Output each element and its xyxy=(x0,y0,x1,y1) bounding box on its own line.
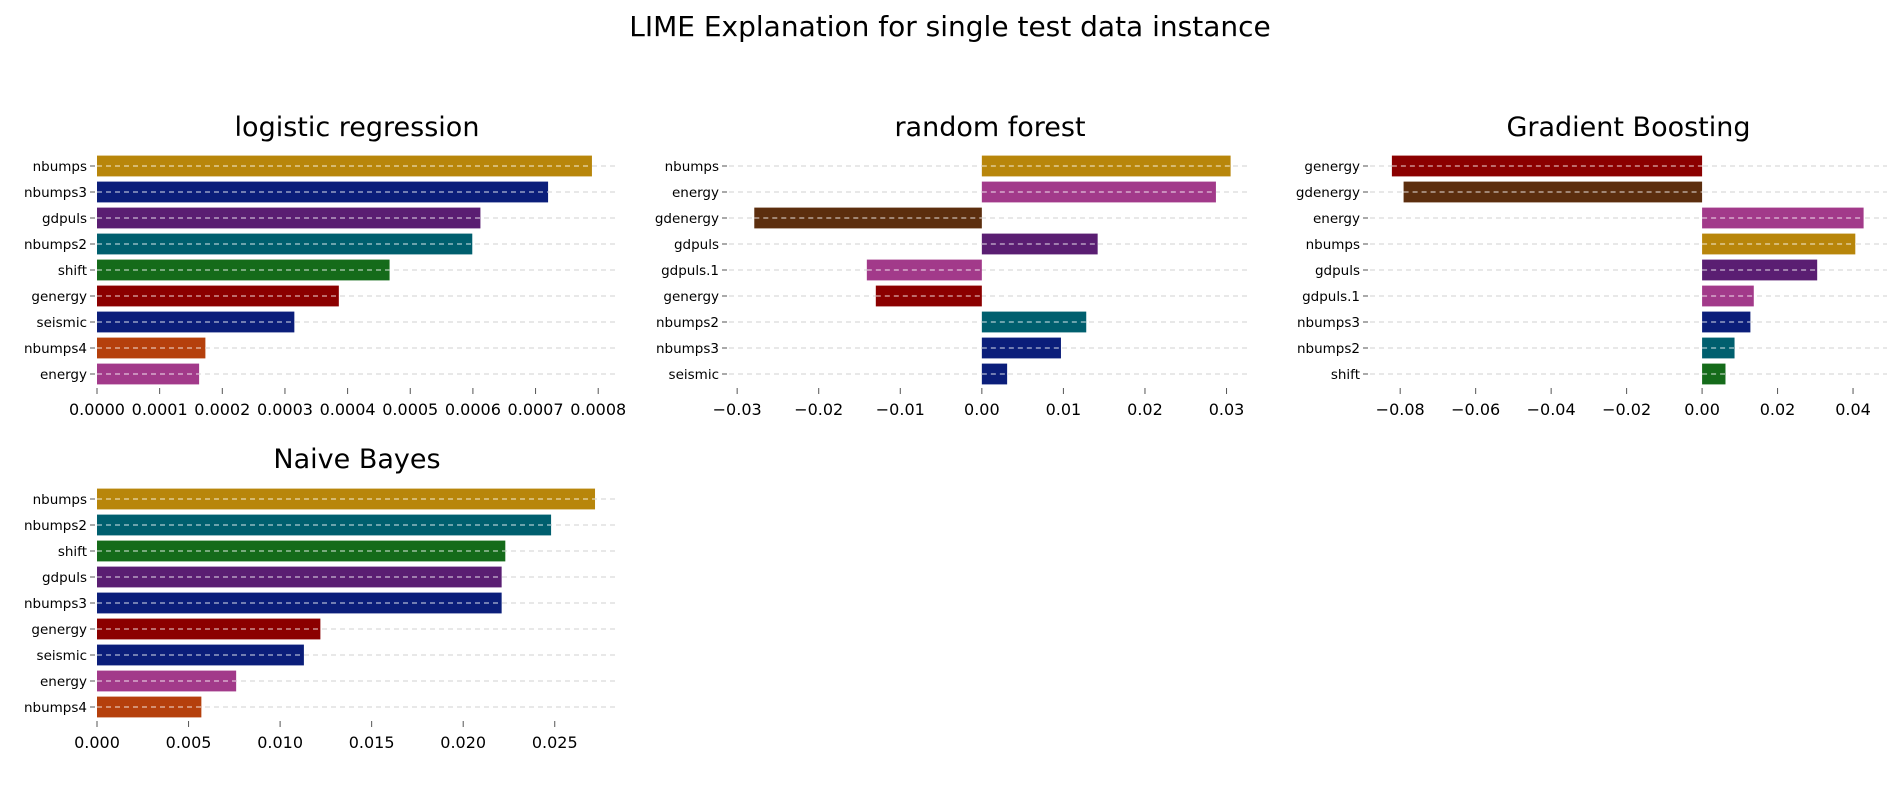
x-tick-label: 0.025 xyxy=(532,733,578,752)
bar xyxy=(97,696,202,718)
x-tick-label: −0.01 xyxy=(876,400,925,419)
bar xyxy=(754,207,982,229)
bar xyxy=(97,488,596,510)
y-tick-label: gdpuls xyxy=(674,237,719,253)
chart-panel-2: random forest nbumps energy gdenergy gdpuls g… xyxy=(655,112,1251,419)
x-tick-label: 0.01 xyxy=(1046,400,1082,419)
x-tick-label: 0.04 xyxy=(1835,400,1871,419)
bar xyxy=(981,155,1231,177)
y-tick-label: nbumps3 xyxy=(656,341,719,357)
x-tick-label: 0.0003 xyxy=(257,400,313,419)
x-tick-label: 0.0000 xyxy=(69,400,125,419)
bar xyxy=(97,540,506,562)
y-tick-label: nbumps xyxy=(33,492,87,508)
y-tick-label: shift xyxy=(1331,367,1360,383)
figure-title: LIME Explanation for single test data in… xyxy=(629,10,1271,43)
x-tick-label: 0.010 xyxy=(257,733,303,752)
chart-title: logistic regression xyxy=(235,112,480,143)
y-tick-label: shift xyxy=(58,544,87,560)
chart-panel-1: logistic regression nbumps nbumps3 gdpuls nb… xyxy=(24,112,626,419)
x-tick-label: −0.03 xyxy=(713,400,762,419)
y-tick-label: shift xyxy=(58,263,87,279)
x-tick-label: 0.0001 xyxy=(132,400,188,419)
x-tick-label: −0.04 xyxy=(1527,400,1576,419)
bar xyxy=(97,311,295,333)
bar xyxy=(1702,207,1864,229)
y-tick-label: genergy xyxy=(31,289,87,305)
x-tick-label: −0.02 xyxy=(1602,400,1651,419)
y-tick-label: nbumps4 xyxy=(24,700,87,716)
x-tick-label: 0.0004 xyxy=(320,400,376,419)
x-tick-label: −0.06 xyxy=(1451,400,1500,419)
y-tick-label: nbumps3 xyxy=(1297,315,1360,331)
chart-title: random forest xyxy=(894,112,1085,143)
x-tick-label: 0.0008 xyxy=(570,400,626,419)
bar xyxy=(1403,181,1703,203)
bar xyxy=(97,670,237,692)
y-tick-label: nbumps xyxy=(1306,237,1360,253)
bar xyxy=(97,363,200,385)
y-tick-label: nbumps4 xyxy=(24,341,87,357)
x-tick-label: 0.0006 xyxy=(445,400,501,419)
bar xyxy=(1702,285,1754,307)
chart-title: Gradient Boosting xyxy=(1506,112,1750,143)
y-tick-label: nbumps2 xyxy=(1297,341,1360,357)
y-tick-label: energy xyxy=(1313,211,1360,227)
y-tick-label: gdpuls xyxy=(42,211,87,227)
y-tick-label: gdenergy xyxy=(1296,185,1360,201)
x-tick-label: 0.0005 xyxy=(382,400,438,419)
y-tick-label: gdenergy xyxy=(655,211,719,227)
y-tick-label: gdpuls xyxy=(42,570,87,586)
bar xyxy=(981,311,1087,333)
y-tick-label: genergy xyxy=(31,622,87,638)
y-tick-label: energy xyxy=(40,674,87,690)
y-tick-label: gdpuls.1 xyxy=(661,263,719,279)
x-tick-label: −0.02 xyxy=(794,400,843,419)
chart-title: Naive Bayes xyxy=(273,444,440,475)
x-tick-label: 0.000 xyxy=(74,733,120,752)
bar xyxy=(1702,311,1751,333)
y-tick-label: gdpuls.1 xyxy=(1302,289,1360,305)
bar xyxy=(97,233,473,255)
x-tick-label: 0.02 xyxy=(1127,400,1163,419)
x-tick-label: 0.020 xyxy=(440,733,486,752)
y-tick-label: seismic xyxy=(37,315,87,331)
y-tick-label: genergy xyxy=(1304,159,1360,175)
y-tick-label: energy xyxy=(672,185,719,201)
x-tick-label: 0.03 xyxy=(1209,400,1245,419)
chart-panel-3: Gradient Boosting genergy gdenergy energy nb… xyxy=(1296,112,1887,419)
y-tick-label: nbumps3 xyxy=(24,596,87,612)
y-tick-label: gdpuls xyxy=(1315,263,1360,279)
y-tick-label: nbumps2 xyxy=(24,518,87,534)
x-tick-label: 0.02 xyxy=(1760,400,1796,419)
y-tick-label: seismic xyxy=(37,648,87,664)
x-tick-label: 0.00 xyxy=(964,400,1000,419)
y-tick-label: nbumps3 xyxy=(24,185,87,201)
y-tick-label: seismic xyxy=(669,367,719,383)
bar xyxy=(1702,337,1735,359)
x-tick-label: −0.08 xyxy=(1376,400,1425,419)
chart-panel-4: Naive Bayes nbumps nbumps2 shift gdpuls nbump… xyxy=(24,444,617,752)
x-tick-label: 0.0002 xyxy=(194,400,250,419)
y-tick-label: nbumps2 xyxy=(24,237,87,253)
x-tick-label: 0.005 xyxy=(166,733,212,752)
y-tick-label: nbumps2 xyxy=(656,315,719,331)
x-tick-label: 0.00 xyxy=(1684,400,1720,419)
x-tick-label: 0.0007 xyxy=(508,400,564,419)
y-tick-label: genergy xyxy=(663,289,719,305)
y-tick-label: nbumps xyxy=(33,159,87,175)
x-tick-label: 0.015 xyxy=(349,733,395,752)
bar xyxy=(875,285,982,307)
y-tick-label: nbumps xyxy=(665,159,719,175)
y-tick-label: energy xyxy=(40,367,87,383)
